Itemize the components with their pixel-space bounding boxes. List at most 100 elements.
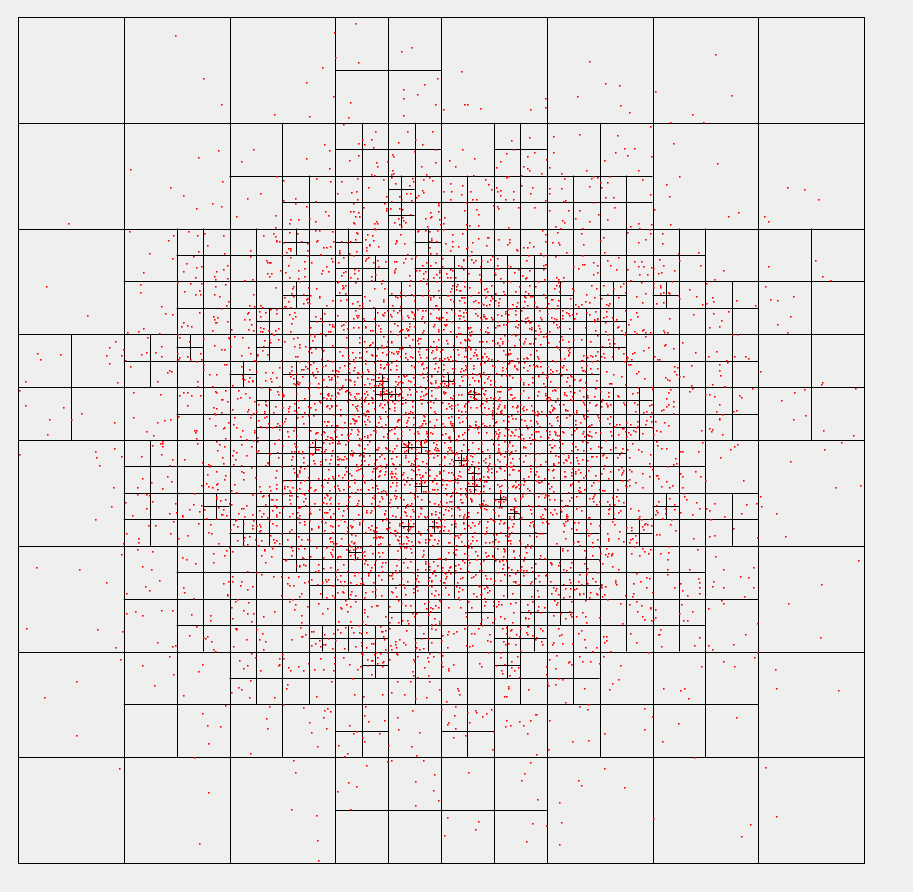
- point: [500, 195, 502, 197]
- point: [358, 572, 360, 574]
- point: [420, 357, 422, 359]
- point: [391, 591, 393, 593]
- point: [549, 431, 551, 433]
- point: [445, 578, 447, 580]
- point: [368, 416, 370, 418]
- point: [246, 639, 248, 641]
- point: [318, 449, 320, 451]
- point: [719, 326, 721, 328]
- point: [648, 553, 650, 555]
- point: [350, 241, 352, 243]
- point: [471, 499, 473, 501]
- point: [499, 432, 501, 434]
- point: [431, 581, 433, 583]
- point: [381, 345, 383, 347]
- point: [523, 560, 525, 562]
- point: [237, 540, 239, 542]
- point: [223, 509, 225, 511]
- point: [176, 512, 178, 514]
- point: [395, 530, 397, 532]
- point: [563, 432, 565, 434]
- point: [578, 469, 580, 471]
- point: [475, 392, 477, 394]
- point: [560, 228, 562, 230]
- point: [593, 262, 595, 264]
- point: [509, 362, 511, 364]
- point: [386, 354, 388, 356]
- point: [241, 471, 243, 473]
- point: [392, 578, 394, 580]
- point: [665, 344, 667, 346]
- point: [435, 387, 437, 389]
- point: [549, 434, 551, 436]
- point: [383, 315, 385, 317]
- point: [535, 330, 537, 332]
- point: [446, 312, 448, 314]
- point: [571, 472, 573, 474]
- point: [312, 453, 314, 455]
- point: [465, 494, 467, 496]
- point: [341, 538, 343, 540]
- point: [294, 451, 296, 453]
- point: [466, 458, 468, 460]
- point: [451, 524, 453, 526]
- point: [273, 576, 275, 578]
- point: [436, 241, 438, 243]
- point: [482, 357, 484, 359]
- point: [733, 528, 735, 530]
- point: [271, 546, 273, 548]
- point: [592, 356, 594, 358]
- point: [465, 365, 467, 367]
- point: [555, 455, 557, 457]
- point: [313, 631, 315, 633]
- point: [609, 343, 611, 345]
- point: [220, 500, 222, 502]
- point: [502, 367, 504, 369]
- point: [241, 444, 243, 446]
- point: [557, 435, 559, 437]
- point: [490, 300, 492, 302]
- point: [225, 499, 227, 501]
- point: [251, 467, 253, 469]
- point: [364, 460, 366, 462]
- point: [513, 516, 515, 518]
- point: [462, 380, 464, 382]
- point: [597, 177, 599, 179]
- point: [458, 417, 460, 419]
- point: [589, 431, 591, 433]
- point: [692, 611, 694, 613]
- point: [304, 582, 306, 584]
- point: [222, 514, 224, 516]
- point: [592, 651, 594, 653]
- point: [514, 272, 516, 274]
- point: [383, 301, 385, 303]
- point: [267, 462, 269, 464]
- point: [395, 468, 397, 470]
- point: [435, 413, 437, 415]
- point: [399, 224, 401, 226]
- point: [260, 491, 262, 493]
- point: [463, 312, 465, 314]
- point: [264, 411, 266, 413]
- point: [405, 412, 407, 414]
- point: [508, 227, 510, 229]
- point: [324, 432, 326, 434]
- point: [721, 600, 723, 602]
- point: [301, 636, 303, 638]
- point: [138, 331, 140, 333]
- point: [330, 497, 332, 499]
- point: [629, 542, 631, 544]
- point: [396, 360, 398, 362]
- point: [350, 621, 352, 623]
- point: [352, 418, 354, 420]
- point: [316, 368, 318, 370]
- point: [581, 510, 583, 512]
- point: [374, 385, 376, 387]
- point: [358, 143, 360, 145]
- point: [445, 433, 447, 435]
- point: [327, 708, 329, 710]
- point: [414, 315, 416, 317]
- point: [450, 199, 452, 201]
- point: [318, 527, 320, 529]
- point: [211, 533, 213, 535]
